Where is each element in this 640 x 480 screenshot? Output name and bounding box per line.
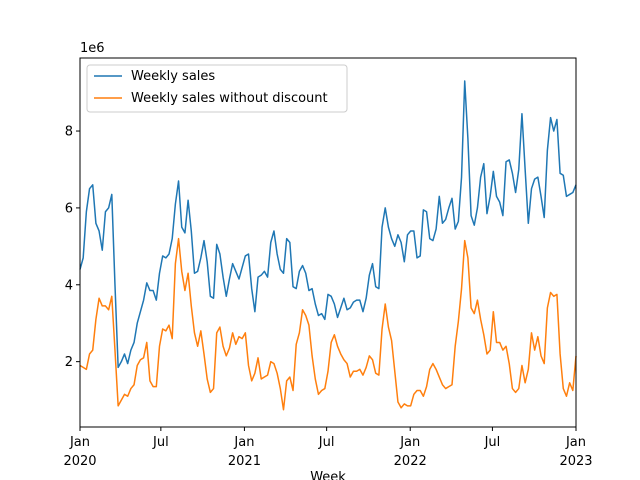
y-offset-label: 1e6 xyxy=(80,41,105,56)
y-tick-label: 2 xyxy=(65,355,73,370)
x-tick-label: Jul xyxy=(318,435,335,450)
axes-frame xyxy=(79,57,577,428)
x-tick-year-label: 2020 xyxy=(63,454,96,469)
x-axis: Jan 2020 Jul Jan 2021 Jul Jan 2022 Jul Jan 2023 xyxy=(63,427,593,469)
series-line-0 xyxy=(79,80,577,369)
plot-area xyxy=(79,57,577,428)
x-tick-label: Jan xyxy=(233,435,254,450)
legend: Weekly sales Weekly sales without discou… xyxy=(86,64,348,113)
x-tick-label: Jul xyxy=(152,435,169,450)
x-tick-label: Jan xyxy=(69,435,90,450)
legend-box xyxy=(86,64,348,113)
series-layer xyxy=(79,80,577,411)
x-tick-label: Jan xyxy=(399,435,420,450)
x-tick-label: Jul xyxy=(484,435,501,450)
legend-label-weekly-sales: Weekly sales xyxy=(131,69,215,84)
x-tick-year-label: 2022 xyxy=(394,454,427,469)
x-tick-year-label: 2021 xyxy=(228,454,261,469)
y-tick-label: 6 xyxy=(65,201,73,216)
y-axis: 2 4 6 8 xyxy=(65,125,80,370)
x-tick-year-label: 2023 xyxy=(559,454,592,469)
legend-label-weekly-sales-without-discount: Weekly sales without discount xyxy=(131,91,328,106)
y-tick-label: 4 xyxy=(65,278,73,293)
series-line-1 xyxy=(79,237,577,411)
x-tick-label: Jan xyxy=(565,435,586,450)
y-tick-label: 8 xyxy=(65,125,73,140)
x-axis-label: Week xyxy=(310,470,346,480)
